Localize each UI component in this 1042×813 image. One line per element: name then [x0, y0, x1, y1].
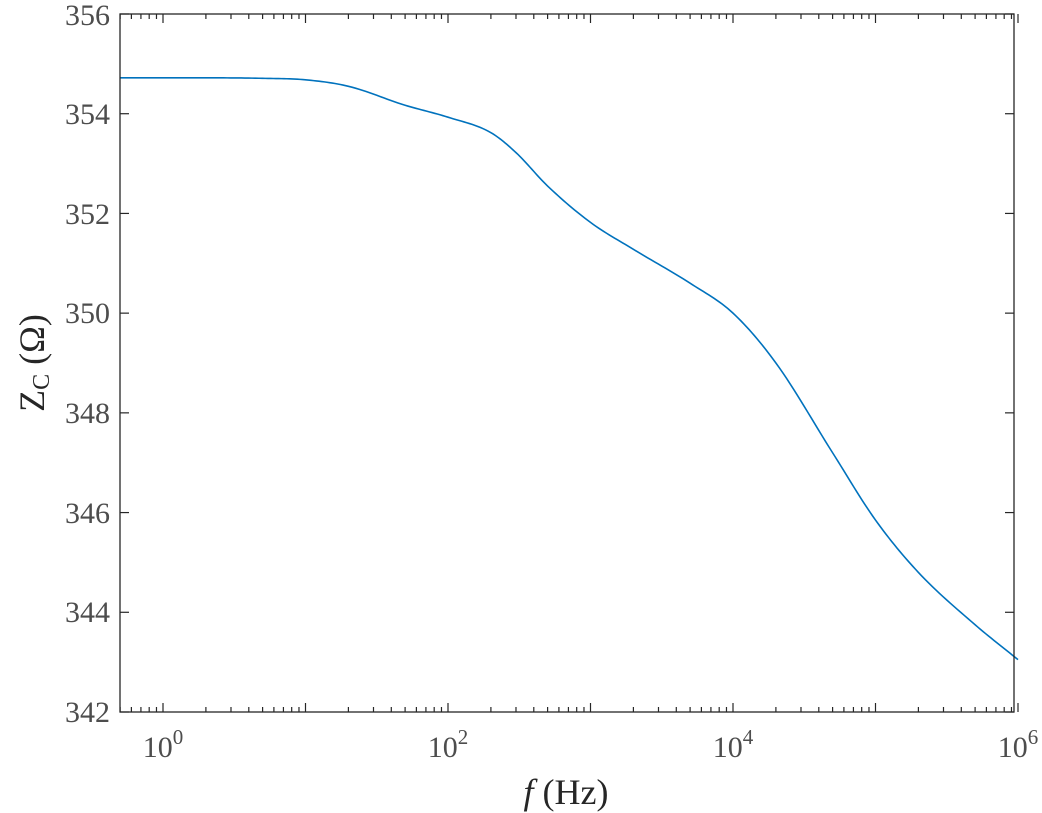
x-tick-labels: 100 102 104 106 [143, 725, 1039, 764]
x-tick-label: 102 [428, 725, 469, 764]
series-line [120, 77, 1019, 661]
y-tick-labels: 342 344 346 348 350 352 354 356 [65, 0, 110, 729]
y-tick-label: 350 [65, 297, 110, 330]
x-tick-label: 100 [143, 725, 184, 764]
x-tick-label: 104 [713, 725, 754, 764]
y-tick-label: 354 [65, 98, 110, 131]
y-tick-label: 352 [65, 198, 110, 231]
y-tick-label: 342 [65, 696, 110, 729]
tick-marks [119, 13, 1019, 713]
y-tick-label: 344 [65, 596, 110, 629]
y-tick-label: 356 [65, 0, 110, 32]
y-tick-label: 346 [65, 497, 110, 530]
y-tick-label: 348 [65, 397, 110, 430]
y-axis-label: ZC (Ω) [12, 314, 55, 412]
x-axis-label: f (Hz) [524, 772, 609, 812]
plot-area-box [119, 13, 1015, 713]
x-tick-label: 106 [998, 725, 1039, 764]
